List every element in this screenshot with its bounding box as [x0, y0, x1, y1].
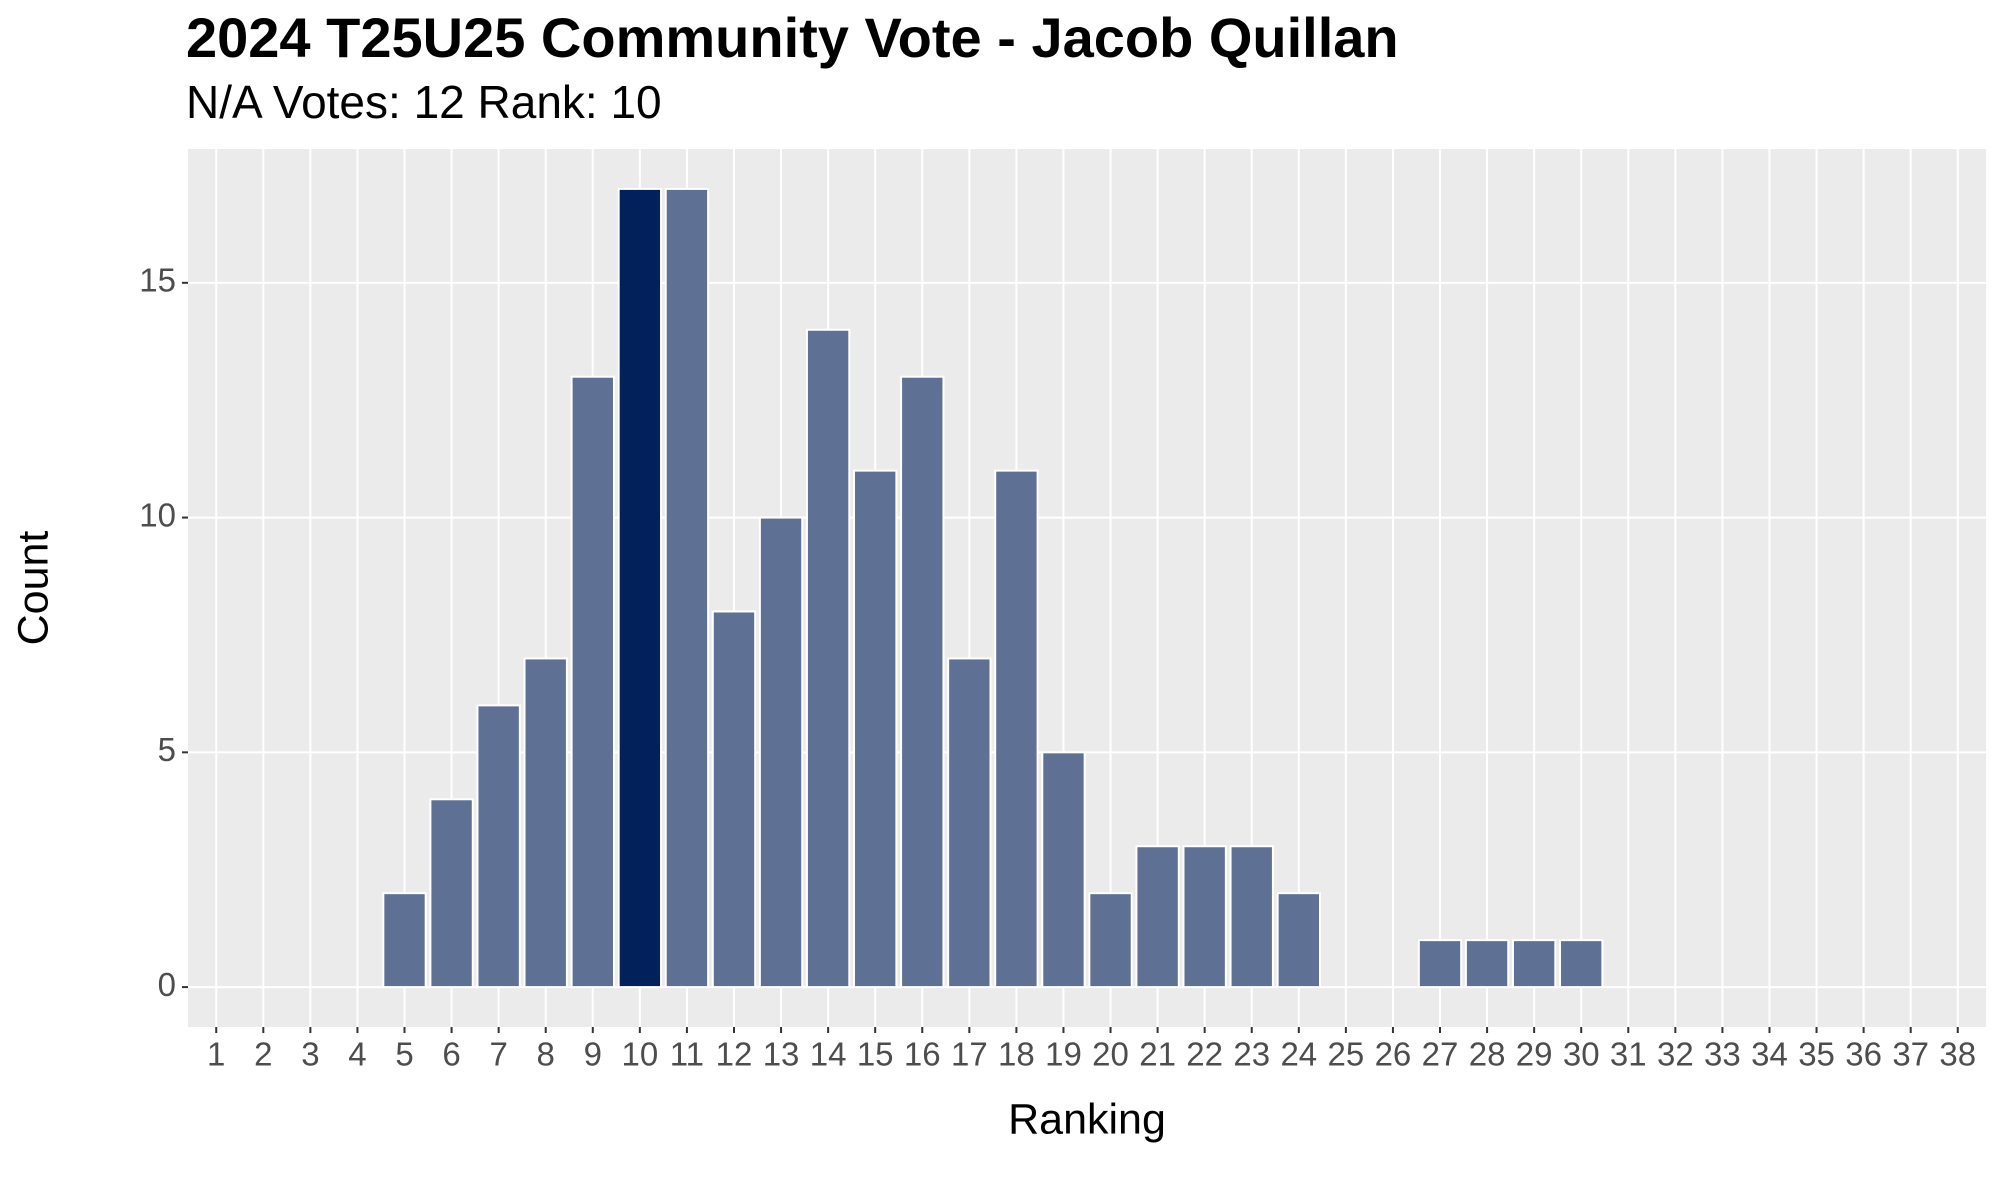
bar: [1511, 939, 1557, 989]
x-tick-label: 24: [1280, 1036, 1317, 1073]
x-tick-label: 10: [621, 1036, 658, 1073]
bar: [523, 657, 568, 989]
x-tick-label: 3: [301, 1036, 319, 1073]
x-tick-label: 28: [1469, 1036, 1506, 1073]
bar: [382, 892, 427, 989]
bar: [1182, 845, 1227, 989]
bar: [664, 187, 710, 989]
x-tick-label: 29: [1516, 1036, 1553, 1073]
y-tick-label: 0: [158, 966, 176, 1003]
chart-subtitle: N/A Votes: 12 Rank: 10: [186, 76, 662, 128]
x-tick-label: 12: [716, 1036, 753, 1073]
y-tick-label: 5: [158, 731, 176, 768]
bar: [1276, 892, 1321, 989]
bar: [1559, 939, 1604, 989]
x-tick-label: 37: [1892, 1036, 1929, 1073]
x-tick-label: 22: [1186, 1036, 1223, 1073]
x-tick-label: 23: [1233, 1036, 1270, 1073]
y-axis-title: Count: [9, 531, 57, 646]
x-tick-label: 1: [207, 1036, 225, 1073]
bar: [1041, 751, 1086, 989]
bar: [900, 375, 945, 989]
x-tick-label: 8: [537, 1036, 555, 1073]
x-tick-label: 35: [1798, 1036, 1835, 1073]
x-tick-label: 7: [489, 1036, 507, 1073]
x-tick-label: 16: [904, 1036, 941, 1073]
x-axis-title: Ranking: [1008, 1095, 1166, 1143]
x-tick-label: 36: [1845, 1036, 1882, 1073]
x-tick-label: 19: [1045, 1036, 1082, 1073]
y-tick-label: 10: [139, 496, 176, 533]
bar: [994, 469, 1039, 989]
x-tick-label: 4: [348, 1036, 366, 1073]
bar: [1135, 845, 1180, 989]
x-tick-label: 17: [951, 1036, 988, 1073]
x-tick-label: 5: [395, 1036, 413, 1073]
x-tick-label: 20: [1092, 1036, 1129, 1073]
bar: [853, 469, 898, 989]
x-tick-label: 34: [1751, 1036, 1788, 1073]
x-tick-label: 13: [763, 1036, 800, 1073]
x-tick-label: 25: [1328, 1036, 1365, 1073]
bar: [1229, 845, 1274, 989]
x-tick-label: 6: [442, 1036, 460, 1073]
x-tick-label: 15: [857, 1036, 894, 1073]
y-tick-label: 15: [139, 262, 176, 299]
x-tick-label: 33: [1704, 1036, 1741, 1073]
x-tick-label: 11: [670, 1036, 704, 1073]
x-tick-label: 14: [810, 1036, 847, 1073]
x-tick-label: 9: [584, 1036, 602, 1073]
bar: [805, 328, 851, 989]
bar: [947, 657, 992, 989]
bar: [429, 798, 474, 989]
bar: [1464, 939, 1510, 989]
x-tick-label: 27: [1422, 1036, 1459, 1073]
bar: [711, 610, 757, 989]
x-tick-label: 31: [1610, 1036, 1647, 1073]
x-tick-label: 2: [254, 1036, 272, 1073]
x-tick-label: 21: [1139, 1036, 1176, 1073]
x-tick-label: 18: [998, 1036, 1035, 1073]
bar: [1417, 939, 1463, 989]
bar: [476, 704, 521, 989]
x-tick-label: 38: [1939, 1036, 1976, 1073]
chart-title: 2024 T25U25 Community Vote - Jacob Quill…: [186, 6, 1399, 69]
bar: [617, 187, 663, 989]
bar: [758, 516, 804, 989]
bar: [1088, 892, 1133, 989]
x-tick-label: 32: [1657, 1036, 1694, 1073]
bar: [570, 375, 615, 989]
x-tick-label: 26: [1375, 1036, 1412, 1073]
x-tick-label: 30: [1563, 1036, 1600, 1073]
